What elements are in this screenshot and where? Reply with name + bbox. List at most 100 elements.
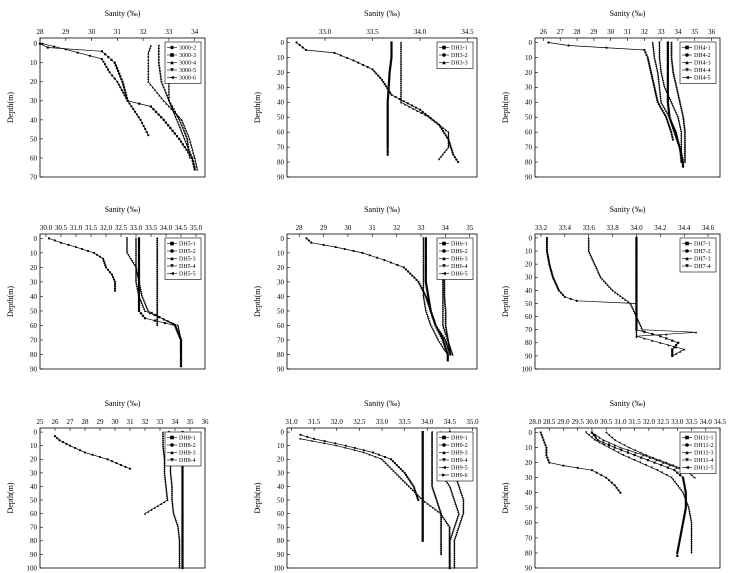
- data-point: [185, 143, 188, 146]
- data-point: [690, 541, 693, 544]
- data-point: [666, 67, 669, 70]
- legend-entry: 3000-6: [179, 76, 196, 82]
- data-point: [427, 303, 430, 306]
- y-tick-label: 30: [525, 274, 533, 282]
- legend-entry: DH5-1: [179, 242, 196, 248]
- data-point: [671, 339, 674, 342]
- x-tick-label: 34.4: [678, 224, 691, 232]
- data-point: [421, 479, 424, 482]
- x-tick-label: 29.5: [572, 418, 585, 426]
- data-point: [462, 500, 465, 504]
- data-point: [386, 105, 389, 108]
- data-point: [164, 477, 167, 480]
- data-point: [194, 159, 197, 162]
- data-point: [386, 131, 389, 134]
- data-point: [453, 526, 456, 529]
- data-point: [585, 431, 588, 434]
- data-point: [670, 58, 673, 61]
- data-point: [174, 326, 177, 329]
- y-tick-label: 60: [30, 322, 38, 330]
- data-point: [428, 116, 431, 119]
- data-point: [108, 271, 112, 274]
- chart-panel-8: Sanity (‰)Depth(m)31.0 31.5 32.0 32.5 33.0 33…: [253, 399, 479, 572]
- data-point: [441, 318, 444, 321]
- data-point: [104, 264, 107, 267]
- data-point: [140, 293, 143, 296]
- data-point: [660, 464, 663, 467]
- data-point: [619, 491, 622, 494]
- data-point: [659, 69, 662, 72]
- data-point: [175, 522, 178, 525]
- data-point: [344, 446, 347, 450]
- data-point: [387, 81, 391, 85]
- data-point: [682, 519, 685, 522]
- data-point: [113, 61, 116, 64]
- data-point: [667, 94, 670, 97]
- data-point: [648, 62, 651, 65]
- data-point: [323, 440, 326, 443]
- x-tick-label: 33: [417, 224, 425, 232]
- data-point: [389, 67, 392, 70]
- data-point: [448, 553, 451, 556]
- data-point: [668, 126, 671, 129]
- data-point: [105, 65, 108, 69]
- data-point: [155, 266, 159, 269]
- data-point: [677, 341, 680, 344]
- data-point: [399, 77, 403, 80]
- data-point: [421, 493, 424, 496]
- data-point: [130, 105, 133, 108]
- data-point: [313, 437, 316, 440]
- data-point: [432, 491, 435, 494]
- data-point: [181, 491, 184, 494]
- data-point: [167, 124, 170, 127]
- data-point: [441, 153, 444, 156]
- data-point: [614, 291, 617, 294]
- data-point: [426, 289, 429, 292]
- data-point: [95, 253, 99, 256]
- data-point: [635, 313, 638, 316]
- data-point: [546, 255, 550, 258]
- data-point: [664, 88, 667, 91]
- data-point: [163, 475, 167, 478]
- data-point: [137, 253, 141, 257]
- data-point: [155, 268, 159, 271]
- data-point: [676, 139, 679, 142]
- data-point: [441, 313, 444, 317]
- data-point: [448, 537, 451, 540]
- data-point: [169, 475, 173, 478]
- x-tick-label: 33: [165, 28, 173, 36]
- data-point: [430, 469, 433, 473]
- data-point: [424, 243, 427, 246]
- legend-entry: DH11-3: [694, 451, 713, 457]
- data-point: [671, 67, 674, 70]
- data-point: [160, 97, 163, 100]
- data-point: [690, 528, 693, 531]
- data-point: [677, 96, 680, 100]
- data-point: [653, 54, 656, 57]
- data-point: [181, 520, 184, 523]
- data-point: [134, 266, 138, 269]
- legend-entry: DH11-1: [694, 436, 713, 442]
- x-tick-label: 33.4: [559, 224, 572, 232]
- data-point: [181, 508, 184, 511]
- data-point: [424, 260, 427, 263]
- data-point: [421, 436, 424, 440]
- data-point: [155, 287, 159, 290]
- data-point: [53, 45, 56, 48]
- x-tick-label: 32: [393, 224, 401, 232]
- data-point: [441, 289, 444, 292]
- data-point: [386, 148, 389, 151]
- data-point: [439, 533, 442, 537]
- data-point: [137, 262, 141, 265]
- data-point: [609, 287, 612, 290]
- data-point: [540, 433, 543, 437]
- chart-title: Sanity (‰): [610, 399, 646, 408]
- data-point: [647, 60, 650, 63]
- data-point: [682, 480, 685, 484]
- data-point: [111, 275, 115, 279]
- data-point: [179, 340, 183, 344]
- data-point: [655, 96, 658, 100]
- data-point: [453, 563, 456, 566]
- data-point: [635, 307, 638, 311]
- data-point: [104, 266, 108, 269]
